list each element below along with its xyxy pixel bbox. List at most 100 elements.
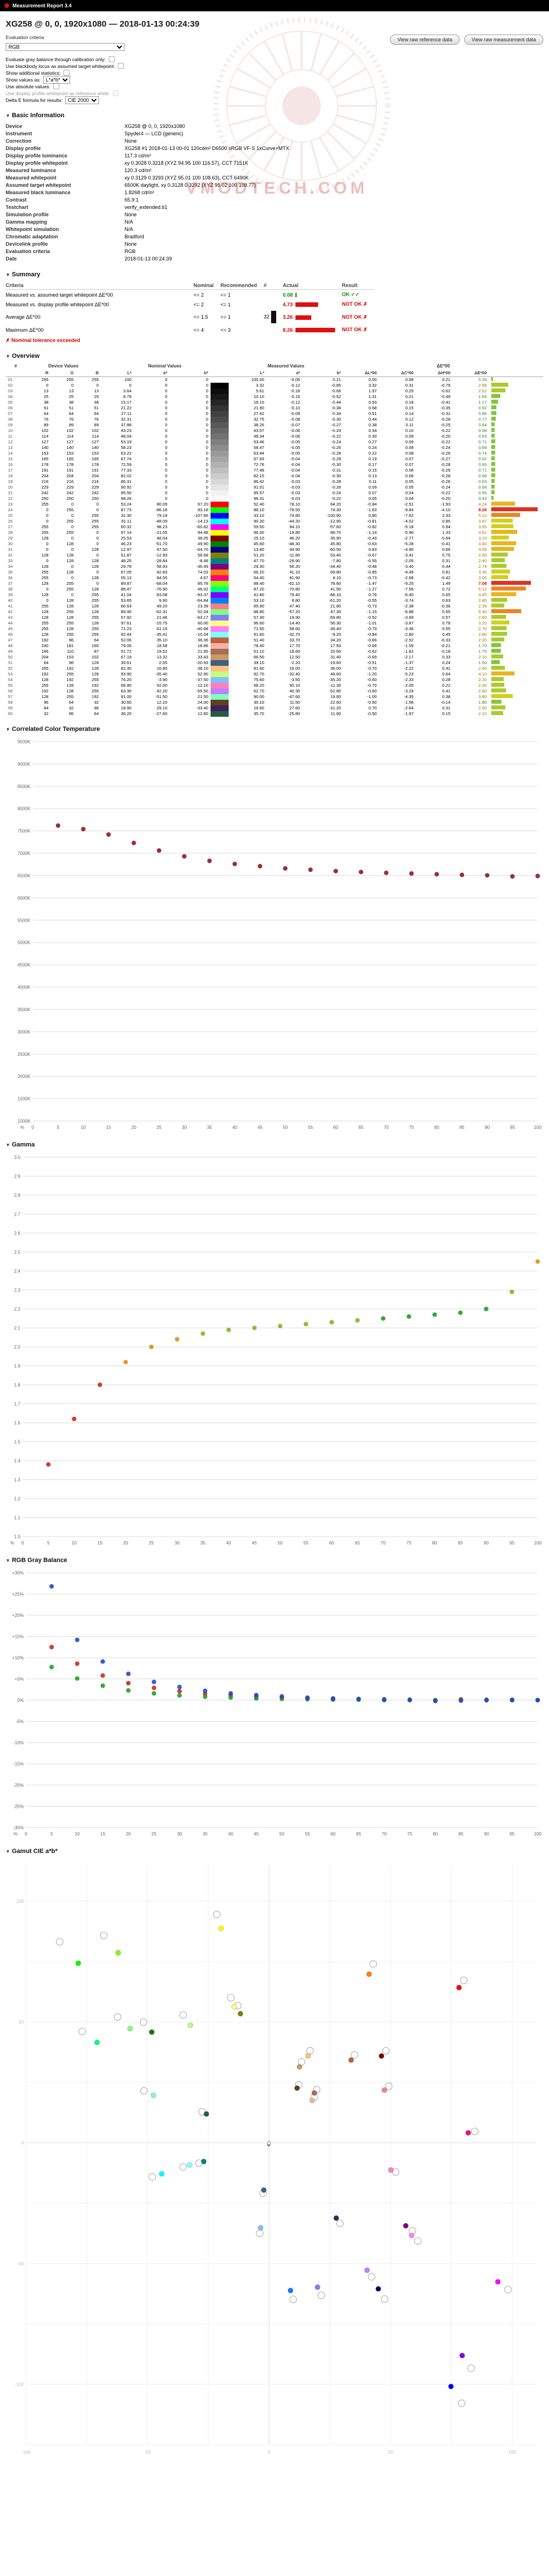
delta-E: 1.64 — [478, 394, 487, 399]
nominal-a: 0 — [165, 496, 168, 501]
svg-text:85: 85 — [458, 1541, 463, 1546]
delta-e-bar — [491, 502, 516, 506]
delta-L: -1.15 — [367, 609, 377, 614]
device-g: 96 — [68, 637, 74, 643]
info-value: XG258 @ 0, 0, 1920x1080 — [125, 123, 185, 129]
svg-text:25: 25 — [152, 1832, 157, 1837]
svg-text:20: 20 — [131, 1125, 136, 1130]
measured-a: -0.12 — [290, 383, 301, 388]
overview-col-header — [219, 370, 229, 377]
delta-e-bar — [491, 598, 508, 602]
delta-E: 0.86 — [478, 411, 487, 416]
delta-H: -0.26 — [440, 451, 451, 456]
overview-col-header: ΔL*00 — [343, 370, 379, 377]
device-b: 13 — [94, 388, 99, 393]
delta-E: 0.63 — [478, 434, 487, 439]
delta-e-bar — [491, 519, 513, 523]
measured-a: -44.20 — [288, 519, 301, 524]
svg-text:-100: -100 — [22, 2450, 31, 2455]
evaluation-criteria-select[interactable]: RGB — [6, 43, 125, 51]
nominal-L: 77.33 — [121, 468, 132, 473]
measured-a: 56.20 — [289, 564, 301, 569]
device-b: 128 — [91, 558, 99, 563]
device-b: 64 — [94, 411, 99, 416]
delta-H: -0.29 — [440, 468, 451, 473]
delta-H: 0.55 — [442, 609, 451, 614]
table-row: 09 89 89 89 37.88 0 0 38.26 -0.07 -0.27 0.38 0.11 -0… — [6, 422, 543, 428]
svg-text:60: 60 — [329, 1541, 334, 1546]
delta-E: 0.68 — [478, 445, 487, 450]
measured-a: -0.05 — [290, 451, 301, 456]
device-r: 255 — [41, 604, 49, 609]
section-header-summary[interactable]: ▼ Summary — [6, 271, 543, 278]
nominal-a: 35.10 — [156, 637, 168, 643]
section-header-cct[interactable]: ▼ Correlated Color Temperature — [6, 726, 543, 733]
table-row: 54 128 192 255 76.20 -3.90 -37.50 75.60 -3.50 -35… — [6, 677, 543, 683]
measured-b: 20.60 — [330, 649, 341, 654]
absolute-values-checkbox[interactable] — [53, 83, 59, 89]
device-b: 0 — [96, 502, 99, 507]
delta-C: -4.49 — [404, 570, 414, 575]
summary-nominal: <= 4 — [194, 327, 204, 333]
nominal-b: 12.80 — [198, 711, 208, 716]
delta-H: -0.20 — [440, 496, 451, 501]
measured-L: 66.20 — [254, 570, 264, 575]
device-g: 96 — [68, 711, 74, 716]
measured-b: 56.30 — [330, 621, 341, 626]
additional-statistics-checkbox[interactable] — [63, 70, 70, 76]
nominal-swatch — [210, 513, 220, 519]
table-row: 15 165 165 165 67.74 0 0 67.93 -0.04 -0.29 0.19 0.0… — [6, 456, 543, 462]
measured-a: -0.09 — [290, 411, 301, 416]
view-raw-measurement-data-button[interactable]: View raw measurement data — [464, 35, 543, 45]
section-header-rgb-balance[interactable]: ▼ RGB Gray Balance — [6, 1557, 543, 1564]
svg-text:2.6: 2.6 — [14, 1231, 21, 1236]
evaluate-gray-balance-checkbox[interactable] — [109, 56, 115, 62]
nominal-L: 76.20 — [121, 677, 132, 682]
delta-e-formula-select[interactable]: CIE 2000 — [65, 96, 99, 104]
delta-E: 5.30 — [478, 609, 487, 614]
delta-bar — [489, 677, 543, 683]
overview-col-header: L* — [101, 370, 134, 377]
delta-bar — [489, 530, 543, 536]
device-r: 166 — [41, 649, 49, 654]
measured-L: 66.50 — [254, 654, 264, 660]
blackbody-locus-checkbox[interactable] — [118, 63, 124, 69]
row-index: 34 — [8, 564, 13, 569]
measured-b: -7.80 — [331, 558, 341, 563]
summary-row: Measured vs. assumed target whitepoint Δ… — [6, 290, 374, 300]
delta-C: -1.97 — [404, 711, 414, 716]
section-title: Basic Information — [11, 112, 65, 119]
device-b: 102 — [91, 654, 99, 660]
nominal-a: -51.70 — [155, 541, 168, 546]
svg-text:90: 90 — [484, 1125, 490, 1130]
section-header-overview[interactable]: ▼ Overview — [6, 353, 543, 360]
nominal-swatch — [210, 581, 220, 587]
nominal-L: 91.00 — [121, 694, 132, 699]
delta-H: -0.62 — [440, 388, 451, 393]
row-index: 56 — [8, 688, 13, 694]
summary-result: NOT OK ✗ — [342, 301, 368, 307]
overview-col-header: B — [76, 370, 101, 377]
info-value: xy 0.3129 0.3293 (XYZ 95.01 100 108.63),… — [125, 174, 249, 181]
section-header-gamma[interactable]: ▼ Gamma — [6, 1141, 543, 1148]
view-raw-reference-data-button[interactable]: View raw reference data — [390, 35, 460, 45]
measured-swatch — [219, 626, 229, 632]
delta-E: 2.20 — [478, 677, 487, 682]
section-header-basic-information[interactable]: ▼ Basic Information — [6, 112, 543, 119]
delta-e-bar — [491, 524, 514, 528]
show-values-as-select[interactable]: L*a*b* — [42, 75, 70, 84]
delta-C: -2.52 — [404, 637, 414, 643]
device-r: 229 — [41, 485, 49, 490]
info-label: Date — [6, 255, 17, 262]
profile-whitepoint-reference-checkbox[interactable] — [113, 90, 119, 96]
delta-E: 3.20 — [478, 621, 487, 626]
nominal-a: 0 — [165, 405, 168, 410]
device-g: 0 — [71, 564, 74, 569]
device-r: 64 — [44, 660, 49, 665]
section-header-gamut[interactable]: ▼ Gamut CIE a*b* — [6, 1848, 543, 1855]
measured-b: -34.40 — [329, 564, 341, 569]
collapse-triangle-icon: ▼ — [6, 113, 10, 118]
device-g: 255 — [66, 507, 74, 512]
svg-text:0: 0 — [22, 1541, 24, 1546]
nominal-swatch — [210, 609, 220, 615]
